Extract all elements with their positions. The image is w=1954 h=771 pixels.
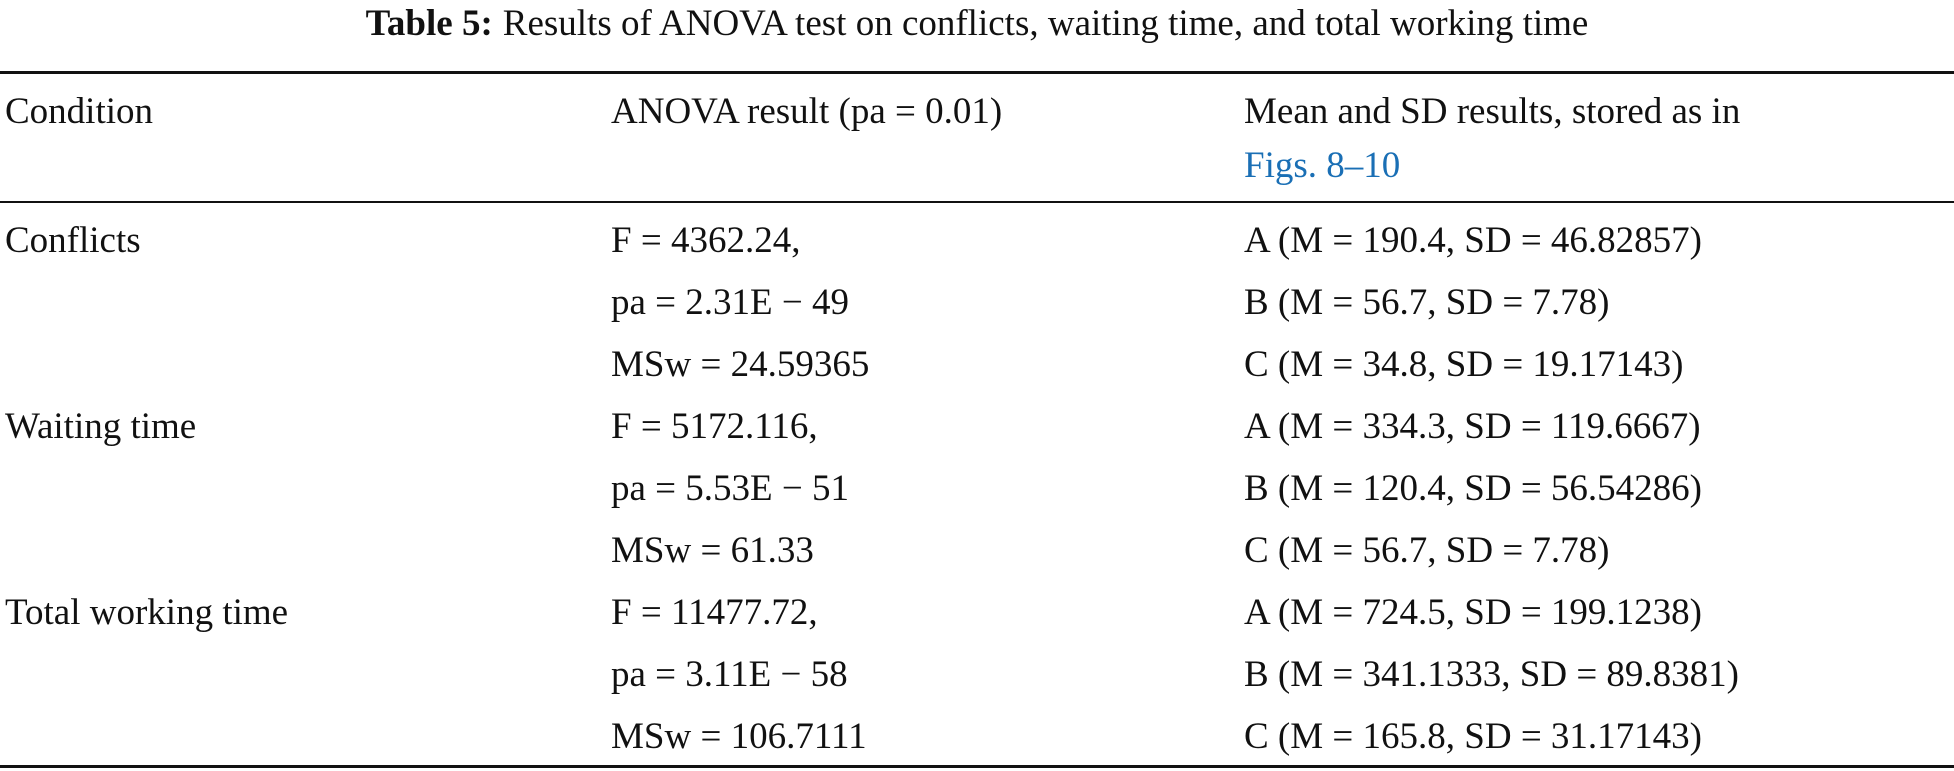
means-cell: A (M = 724.5, SD = 199.1238) [1244, 592, 1703, 633]
means-cell: C (M = 165.8, SD = 31.17143) [1244, 716, 1703, 757]
anova-cell: MSw = 61.33 [611, 530, 814, 571]
anova-cell: pa = 2.31E − 49 [611, 282, 850, 323]
top-rule [0, 71, 1954, 74]
anova-cell: F = 5172.116, [611, 406, 818, 447]
table-caption: Table 5: Results of ANOVA test on conflic… [0, 0, 1954, 54]
caption-label: Table 5: [365, 3, 493, 44]
anova-cell: pa = 3.11E − 58 [611, 654, 848, 695]
anova-cell: MSw = 24.59365 [611, 344, 870, 385]
header-cell: Mean and SD results, stored as in [1244, 91, 1741, 132]
condition-cell: Waiting time [5, 406, 197, 447]
condition-cell: Total working time [5, 592, 289, 633]
condition-cell: Conflicts [5, 220, 141, 261]
figure-link[interactable]: Figs. 8–10 [1244, 145, 1401, 186]
means-cell: B (M = 56.7, SD = 7.78) [1244, 282, 1610, 323]
means-cell: C (M = 34.8, SD = 19.17143) [1244, 344, 1684, 385]
means-cell: B (M = 120.4, SD = 56.54286) [1244, 468, 1703, 509]
bottom-rule [0, 765, 1954, 768]
header-cell: ANOVA result (pa = 0.01) [611, 91, 1003, 132]
anova-cell: MSw = 106.7111 [611, 716, 867, 757]
means-cell: C (M = 56.7, SD = 7.78) [1244, 530, 1610, 571]
header-cell: Condition [5, 91, 154, 132]
anova-cell: F = 4362.24, [611, 220, 801, 261]
means-cell: A (M = 190.4, SD = 46.82857) [1244, 220, 1703, 261]
means-cell: B (M = 341.1333, SD = 89.8381) [1244, 654, 1740, 695]
caption-text: Results of ANOVA test on conflicts, wait… [502, 3, 1589, 44]
anova-cell: pa = 5.53E − 51 [611, 468, 850, 509]
means-cell: A (M = 334.3, SD = 119.6667) [1244, 406, 1701, 447]
header-rule [0, 201, 1954, 203]
anova-cell: F = 11477.72, [611, 592, 818, 633]
